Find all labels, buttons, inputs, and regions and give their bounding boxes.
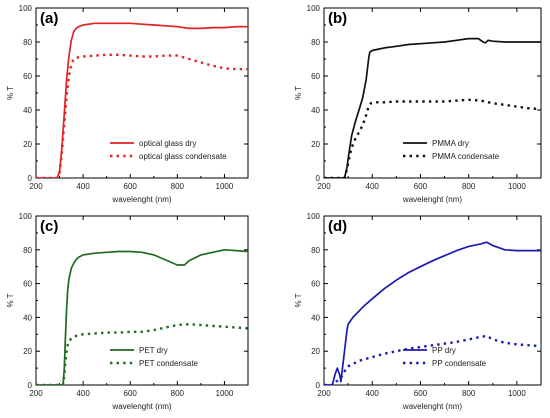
y-tick-label: 80 [23,246,32,255]
legend-label: PET dry [139,346,168,355]
y-tick-label: 20 [311,140,320,149]
x-tick-label: 400 [366,182,380,191]
series-line-dry [36,248,248,385]
y-tick-label: 60 [311,280,320,289]
y-axis-label: % T [6,86,15,100]
x-tick-label: 200 [317,182,331,191]
y-tick-label: 40 [23,106,32,115]
x-tick-label: 600 [414,389,428,398]
legend-label: PP dry [432,346,456,355]
series-line-dry [36,22,248,178]
y-tick-label: 60 [23,72,32,81]
legend-label: PP condensate [432,359,487,368]
x-tick-label: 200 [29,182,43,191]
x-tick-label: 600 [124,182,138,191]
x-tick-label: 600 [414,182,428,191]
y-tick-label: 40 [311,313,320,322]
y-tick-label: 100 [19,4,33,13]
panel-label: (b) [328,10,347,27]
panel-label: (a) [40,10,58,27]
y-tick-label: 80 [23,38,32,47]
y-tick-label: 0 [316,381,321,390]
x-tick-label: 800 [462,182,476,191]
panel-d: 200 400 600 800 1000 0 20 40 60 80 100 wavelenght (… [294,212,542,411]
x-tick-label: 400 [76,182,90,191]
legend-label: PET condensate [139,359,199,368]
panel-label: (d) [328,218,347,235]
x-tick-label: 600 [124,389,138,398]
panel-b: 200 400 600 800 1000 0 20 40 60 80 100 wavelenght (… [294,4,542,204]
panel-label: (c) [40,218,58,235]
series-line-condensate [36,53,248,178]
y-tick-label: 80 [311,246,320,255]
y-axis-label: % T [294,86,303,100]
y-tick-label: 100 [19,212,33,221]
x-tick-label: 800 [462,389,476,398]
y-tick-label: 60 [23,280,32,289]
series-line-dry [324,241,541,385]
series-line-dry [324,37,541,178]
y-tick-label: 80 [311,38,320,47]
y-tick-label: 40 [23,313,32,322]
series-line-condensate [324,98,541,178]
y-axis-label: % T [294,293,303,307]
x-tick-label: 400 [366,389,380,398]
plot-frame [323,7,542,179]
panel-a: 200 400 600 800 1000 0 20 40 60 80 100 wavelenght (… [6,4,249,204]
legend-label: PMMA dry [432,139,469,148]
legend-label: optical glass condensate [139,152,227,161]
y-tick-label: 20 [23,140,32,149]
x-tick-label: 200 [29,389,43,398]
y-tick-label: 0 [28,174,33,183]
x-tick-label: 1000 [508,182,526,191]
y-tick-label: 20 [23,347,32,356]
plot-frame [35,7,249,179]
y-tick-label: 60 [311,72,320,81]
x-tick-label: 1000 [508,389,526,398]
y-tick-label: 100 [307,4,321,13]
legend-label: optical glass dry [139,139,196,148]
x-tick-label: 800 [171,389,185,398]
x-axis-label: wavelenght (nm) [111,195,171,204]
y-tick-label: 100 [307,212,321,221]
x-axis-label: wavelenght (nm) [402,195,462,204]
x-tick-label: 1000 [216,389,234,398]
x-axis-label: wavelenght (nm) [402,402,462,411]
series-line-condensate [324,334,541,385]
x-axis-label: wavelenght (nm) [111,402,171,411]
panel-c: 200 400 600 800 1000 0 20 40 60 80 100 wavelenght (… [6,212,249,411]
plot-frame [35,215,249,386]
y-tick-label: 0 [28,381,33,390]
y-axis-label: % T [6,293,15,307]
series-line-condensate [36,323,248,385]
x-tick-label: 200 [317,389,331,398]
y-tick-label: 0 [316,174,321,183]
legend-label: PMMA condensate [432,152,500,161]
plot-frame [323,215,542,386]
x-tick-label: 400 [76,389,90,398]
y-tick-label: 40 [311,106,320,115]
y-tick-label: 20 [311,347,320,356]
x-tick-label: 1000 [216,182,234,191]
x-tick-label: 800 [171,182,185,191]
